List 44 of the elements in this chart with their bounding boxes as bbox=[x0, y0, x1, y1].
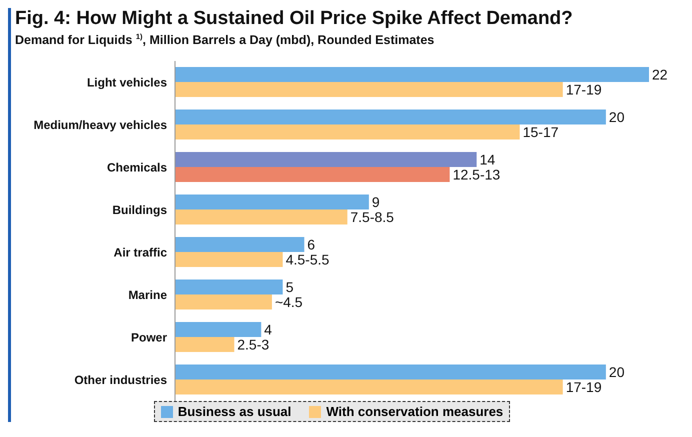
y-tick-label: Medium/heavy vehicles bbox=[34, 118, 168, 132]
bar bbox=[175, 82, 563, 98]
data-label: 4.5-5.5 bbox=[286, 252, 330, 268]
legend-label: With conservation measures bbox=[325, 404, 504, 420]
data-label: 22 bbox=[652, 66, 668, 83]
bar bbox=[175, 67, 649, 82]
data-label: 17-19 bbox=[566, 82, 602, 98]
bar bbox=[175, 322, 262, 338]
data-label: 20 bbox=[608, 364, 625, 380]
data-label: 2.5-3 bbox=[237, 336, 270, 353]
y-tick-label: Power bbox=[130, 330, 168, 345]
data-label: 5 bbox=[286, 279, 294, 296]
bar bbox=[175, 294, 272, 310]
y-tick-label: Buildings bbox=[112, 203, 168, 218]
bar bbox=[175, 210, 348, 225]
y-tick-label: Other industries bbox=[74, 373, 168, 388]
data-label: 12.5-13 bbox=[452, 166, 500, 183]
y-tick-label: Chemicals bbox=[106, 160, 168, 175]
data-label: 20 bbox=[608, 109, 625, 126]
data-label: 15-17 bbox=[522, 124, 559, 140]
data-label: 9 bbox=[372, 194, 380, 210]
data-label: 14 bbox=[480, 152, 496, 168]
data-label: ~4.5 bbox=[274, 294, 303, 310]
y-tick-label: Air traffic bbox=[114, 246, 168, 260]
data-label: 4 bbox=[264, 322, 272, 338]
bar bbox=[175, 124, 520, 140]
chart-subtitle: Demand for Liquids $^{1)}$, Million Barrels a Day (mbd), Rounded Estimates bbox=[15, 32, 436, 48]
chart-title: Fig. 4: How Might a Sustained Oil Price Spike Affect Demand? bbox=[15, 8, 574, 30]
bar bbox=[175, 337, 234, 352]
data-label: 17-19 bbox=[566, 379, 602, 396]
data-label: 6 bbox=[307, 236, 316, 253]
data-label: 7.5-8.5 bbox=[350, 209, 394, 226]
bar bbox=[175, 237, 304, 252]
bar bbox=[175, 380, 563, 395]
bar bbox=[175, 110, 606, 125]
bar bbox=[175, 152, 477, 168]
y-tick-label: Light vehicles bbox=[86, 76, 168, 90]
bar bbox=[175, 364, 606, 380]
y-tick-label: Marine bbox=[128, 288, 168, 302]
bar bbox=[175, 167, 450, 182]
bar bbox=[175, 280, 283, 295]
bar bbox=[175, 194, 369, 210]
bar bbox=[175, 252, 283, 268]
legend-label: Business as usual bbox=[176, 404, 292, 420]
